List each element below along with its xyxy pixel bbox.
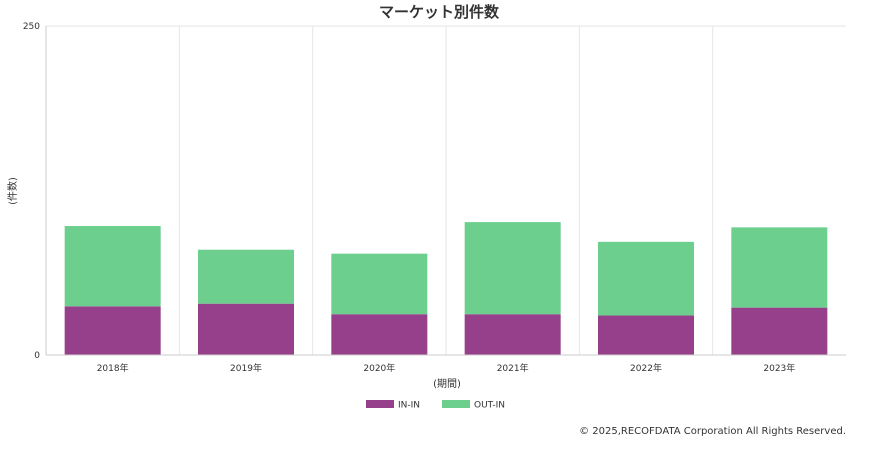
x-tick-label: 2019年 <box>230 362 262 374</box>
bar-in-in-1[interactable] <box>64 306 161 355</box>
axes: 2018年 2019年 2020年 2021年 2022年 2023年 0 250 <box>23 22 846 374</box>
y-tick-label: 0 <box>34 351 40 361</box>
x-axis-label: (期間) <box>433 378 461 390</box>
bar-in-in-4[interactable] <box>464 314 561 355</box>
bars <box>64 222 828 355</box>
x-tick-label: 2022年 <box>630 362 662 374</box>
y-axis-label: (件数) <box>6 177 19 205</box>
bar-out-in-2[interactable] <box>198 249 294 304</box>
bar-out-in-1[interactable] <box>64 226 161 307</box>
legend-swatch-in-in[interactable] <box>366 400 394 408</box>
grid <box>46 25 846 355</box>
bar-out-in-3[interactable] <box>331 253 428 315</box>
x-tick-label: 2020年 <box>363 362 395 374</box>
bar-in-in-6[interactable] <box>731 307 828 355</box>
x-tick-label: 2021年 <box>497 362 529 374</box>
bar-out-in-6[interactable] <box>731 227 828 308</box>
bar-in-in-2[interactable] <box>198 303 294 355</box>
bar-in-in-3[interactable] <box>331 314 428 355</box>
legend-swatch-out-in[interactable] <box>442 400 470 408</box>
bar-out-in-5[interactable] <box>598 241 694 316</box>
chart-title: マーケット別件数 <box>379 3 500 21</box>
x-tick-label: 2018年 <box>97 362 129 374</box>
legend[interactable]: IN-IN OUT-IN <box>366 400 505 411</box>
x-tick-label: 2023年 <box>763 362 795 374</box>
legend-label-out-in[interactable]: OUT-IN <box>474 401 505 411</box>
bar-in-in-5[interactable] <box>598 315 694 355</box>
copyright-text: © 2025,RECOFDATA Corporation All Rights … <box>579 426 846 437</box>
y-tick-label: 250 <box>23 22 40 32</box>
legend-label-in-in[interactable]: IN-IN <box>398 401 420 411</box>
bar-out-in-4[interactable] <box>464 222 561 315</box>
